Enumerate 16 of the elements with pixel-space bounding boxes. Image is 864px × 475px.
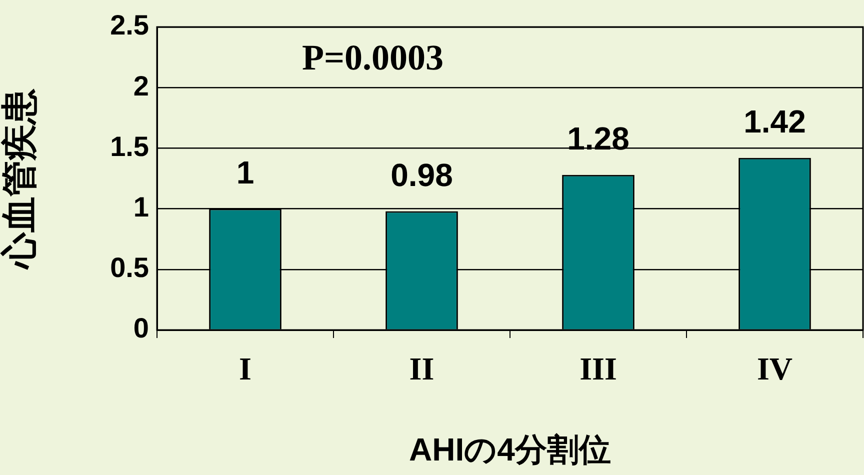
x-tick-label: III: [580, 350, 617, 386]
y-tick-label: 0.5: [110, 252, 149, 284]
x-axis-title: AHIの4分割位: [409, 432, 611, 468]
y-tick-label: 2: [133, 70, 149, 102]
y-tick-label: 2.5: [110, 10, 149, 41]
y-tick-label: 1.5: [110, 130, 149, 162]
data-label: 0.98: [390, 157, 453, 194]
y-axis-title: 心血管疾患: [0, 88, 40, 270]
y-tick-label: 0: [133, 312, 149, 344]
data-label: 1: [236, 154, 254, 191]
x-tick-label: IV: [756, 350, 793, 386]
x-tick-label: I: [239, 350, 252, 386]
annotation: P=0.0003: [302, 37, 444, 78]
x-tick-label: II: [409, 350, 434, 386]
data-label: 1.42: [744, 104, 806, 140]
y-tick-label: 1: [133, 192, 149, 223]
